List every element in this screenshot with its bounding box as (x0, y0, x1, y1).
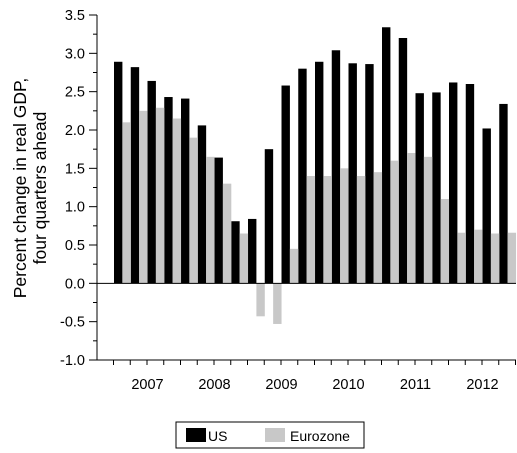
eurozone-bar (273, 283, 282, 324)
us-bar (147, 80, 156, 284)
y-axis-label-line-1: Percent change in real GDP, (10, 78, 30, 299)
us-bar (164, 97, 173, 284)
eurozone-bar (474, 229, 483, 284)
eurozone-bar (373, 172, 383, 284)
eurozone-bar (189, 137, 198, 284)
y-tick-label: 0.5 (65, 238, 85, 254)
us-bar (281, 85, 290, 284)
us-bar (181, 98, 190, 284)
eurozone-bar (457, 232, 466, 284)
us-bar (231, 221, 240, 284)
x-axis-year-labels: 2007 2008 2009 2010 2011 2012 (113, 360, 516, 393)
eurozone-bar (407, 153, 416, 284)
eurozone-bar (172, 118, 182, 284)
eurozone-bar (340, 168, 349, 284)
us-bar (264, 149, 274, 284)
eurozone-bar (139, 110, 148, 284)
legend-swatch-us (186, 428, 206, 442)
eurozone-bar (222, 183, 232, 284)
y-tick-label: 2.5 (65, 85, 85, 101)
y-tick-label: 3.0 (65, 46, 85, 62)
us-bar (315, 61, 324, 284)
us-bar (432, 92, 441, 284)
us-bar (348, 63, 357, 284)
eurozone-bar (256, 283, 265, 317)
y-tick-label: 1.5 (65, 161, 85, 177)
legend-label-eurozone: Eurozone (290, 428, 350, 444)
us-bar (248, 218, 257, 284)
eurozone-bars (122, 107, 517, 324)
us-bar (114, 61, 123, 284)
y-tick-label: 2.0 (65, 123, 85, 139)
x-year-label: 2010 (332, 377, 364, 393)
eurozone-bar (390, 160, 399, 284)
us-bar (499, 103, 508, 284)
legend: US Eurozone (175, 421, 365, 449)
legend-label-us: US (208, 428, 227, 444)
y-tick-label: -0.5 (60, 315, 85, 331)
us-bar (130, 67, 140, 284)
eurozone-bar (306, 176, 316, 284)
eurozone-bar (239, 233, 249, 284)
x-year-label: 2009 (265, 377, 297, 393)
eurozone-bar (507, 232, 517, 284)
eurozone-bar (490, 233, 500, 284)
us-bar (214, 157, 223, 284)
us-bar (415, 93, 424, 284)
eurozone-bar (122, 122, 131, 284)
y-tick-label: -1.0 (60, 353, 85, 369)
eurozone-bar (155, 107, 165, 284)
us-bar (398, 38, 408, 284)
us-bar (331, 50, 341, 284)
us-bar (197, 125, 207, 284)
eurozone-bar (206, 156, 215, 284)
eurozone-bar (356, 176, 366, 284)
us-bar (382, 27, 391, 284)
x-year-label: 2012 (466, 377, 498, 393)
us-bar (482, 128, 491, 284)
us-bars (114, 27, 508, 284)
y-axis-label-line-2: four quarters ahead (30, 112, 50, 265)
eurozone-bar (323, 176, 332, 284)
x-year-label: 2008 (198, 377, 230, 393)
x-year-label: 2011 (400, 377, 431, 393)
us-bar (298, 68, 307, 284)
eurozone-bar (423, 156, 433, 284)
y-tick-label: 3.5 (65, 8, 85, 24)
eurozone-bar (289, 248, 299, 284)
eurozone-bar (440, 199, 450, 284)
y-tick-label: 0.0 (65, 276, 85, 292)
us-bar (465, 84, 475, 284)
y-axis-ticks: 3.5 3.0 2.5 2.0 1.5 1.0 0.5 0.0 -0.5 -1.0 (60, 8, 97, 369)
x-year-label: 2007 (131, 377, 163, 393)
y-tick-label: 1.0 (65, 200, 85, 216)
us-bar (365, 64, 374, 284)
legend-swatch-eurozone (265, 428, 285, 442)
us-bar (449, 82, 458, 284)
